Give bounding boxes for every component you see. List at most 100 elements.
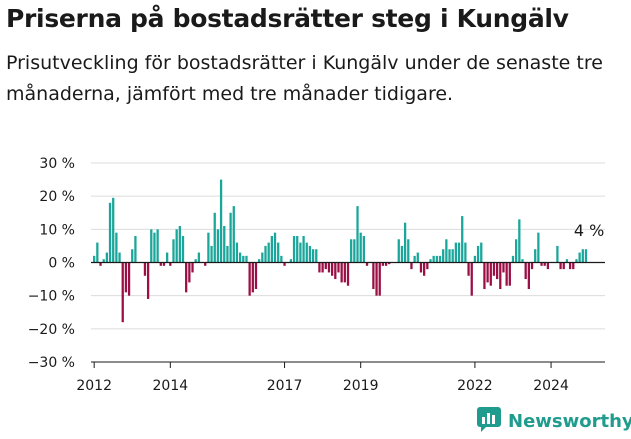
bar (143, 262, 147, 276)
bar (270, 235, 273, 263)
y-tick-label: 0 % (48, 256, 75, 272)
x-tick-label: 2022 (457, 378, 493, 394)
bar (464, 242, 467, 263)
bar (416, 252, 419, 263)
bar (499, 262, 502, 290)
bar (534, 249, 537, 263)
bar (562, 262, 565, 270)
bar (172, 239, 175, 263)
bar (93, 255, 96, 263)
bar (334, 262, 337, 280)
y-tick-label: −10 % (28, 289, 75, 305)
last-value-label: 4 % (574, 221, 604, 240)
bar (261, 252, 264, 263)
x-tick-label: 2014 (153, 378, 189, 394)
bar (162, 262, 166, 266)
bar (118, 252, 121, 263)
bar (565, 259, 569, 263)
bar (556, 245, 559, 263)
bar (277, 242, 280, 263)
bar (134, 235, 137, 263)
bar (365, 262, 369, 266)
bar (283, 262, 286, 266)
chart-title: Priserna på bostadsrätter steg i Kungälv (6, 4, 569, 33)
bar (473, 255, 477, 263)
bar (546, 262, 550, 270)
bar (305, 242, 308, 263)
bar (407, 239, 410, 263)
bar (146, 262, 150, 299)
bar (502, 262, 505, 273)
bar (308, 245, 312, 263)
bar (181, 235, 185, 263)
bar (403, 222, 407, 263)
bar (432, 255, 435, 263)
bar (397, 239, 400, 263)
bar (524, 262, 527, 280)
bar (197, 252, 201, 263)
bar (426, 262, 429, 270)
bar (438, 255, 442, 263)
bar (121, 262, 124, 323)
bar (518, 219, 521, 263)
bar (311, 249, 315, 263)
bar (448, 249, 451, 263)
bar (429, 259, 432, 263)
tick-labels: 30 % 20 % 10 % 0 % −10 % −20 % −30 %2012 2014 20… (28, 156, 605, 394)
bar (572, 262, 575, 270)
bar (467, 262, 470, 276)
bar (486, 262, 489, 283)
bar (372, 262, 375, 290)
bar (302, 235, 305, 263)
bar (258, 259, 261, 263)
bar (223, 226, 226, 263)
bar (362, 235, 365, 263)
bar (318, 262, 321, 273)
bar (153, 232, 156, 263)
bar (264, 245, 267, 263)
y-tick-label: −20 % (28, 322, 75, 338)
bar (229, 212, 232, 263)
bar (242, 255, 245, 263)
bar (185, 262, 188, 293)
bar (188, 262, 191, 283)
bar (568, 262, 572, 270)
bar (219, 179, 223, 263)
bar (108, 202, 112, 263)
bar (226, 245, 229, 263)
bar (330, 262, 334, 276)
bar (515, 239, 518, 263)
bar (476, 245, 480, 263)
bar (419, 262, 423, 273)
bar (102, 259, 105, 263)
bar (150, 229, 153, 263)
bar (112, 197, 115, 263)
bar (413, 255, 416, 263)
bar (559, 262, 562, 270)
bar (124, 262, 128, 293)
bar (96, 242, 99, 263)
bar (340, 262, 343, 283)
x-tick-label: 2017 (267, 378, 303, 394)
bar (169, 262, 172, 266)
bar (346, 262, 350, 286)
bar (492, 262, 496, 276)
bar (159, 262, 162, 266)
bar (540, 262, 543, 266)
bar (470, 262, 473, 296)
bar (584, 249, 588, 263)
bar (511, 255, 515, 263)
bar (299, 242, 302, 263)
bar (254, 262, 258, 290)
bar (321, 262, 324, 273)
bar (131, 249, 134, 263)
bar (337, 262, 340, 273)
bar (537, 232, 540, 263)
bar (578, 252, 581, 263)
bar (384, 262, 388, 266)
bar (442, 249, 445, 263)
bar (495, 262, 499, 280)
bar (289, 259, 293, 263)
bar (378, 262, 381, 296)
